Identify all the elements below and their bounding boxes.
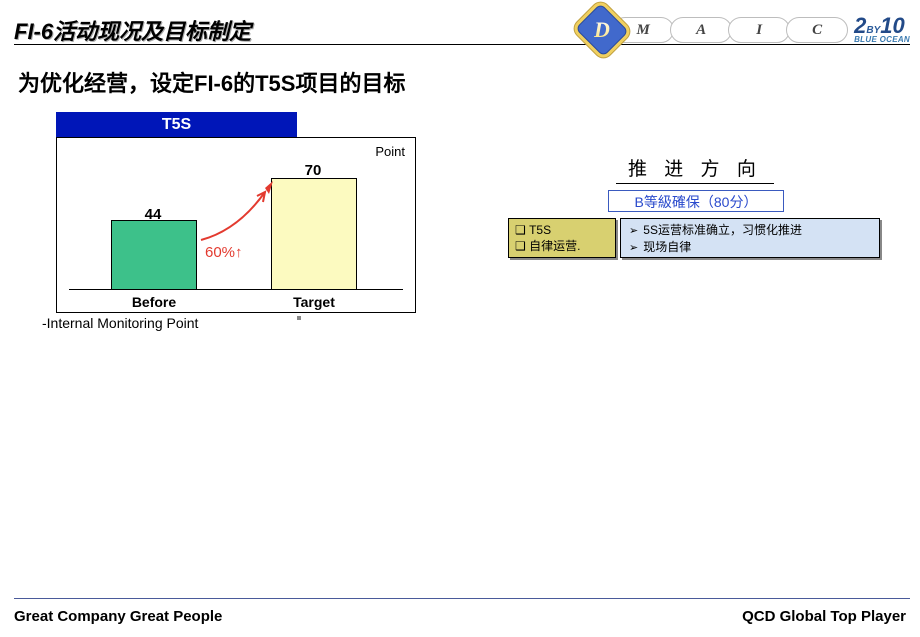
badge-a: A: [670, 17, 732, 43]
olive-box: ❑ T5S ❑ 自律运营.: [508, 218, 616, 258]
direction-title: 推 进 方 向: [616, 154, 774, 184]
blue-line-2: ➢ 现场自律: [629, 239, 871, 256]
dmaic-badges: D M A I C 2BY10 BLUE OCEAN: [582, 12, 910, 48]
bar-target: [271, 178, 357, 290]
olive-line-1: ❑ T5S: [515, 222, 609, 238]
subtitle: 为优化经营，设定FI-6的T5S项目的目标: [18, 66, 405, 98]
b-grade-box: B等級確保（80分）: [608, 190, 784, 212]
chart-container: T5S Point 44 70 60%↑ Before Target: [56, 112, 416, 313]
page-title: FI-6活动现况及目标制定: [14, 14, 251, 46]
value-label-target: 70: [273, 162, 353, 179]
change-label: 60%↑: [205, 244, 243, 261]
badge-i: I: [728, 17, 790, 43]
footer-left: Great Company Great People: [14, 608, 222, 625]
blue-box: ➢ 5S运营标准确立，习惯化推进 ➢ 现场自律: [620, 218, 880, 258]
logo: 2BY10 BLUE OCEAN: [854, 16, 910, 45]
arrow-icon: [193, 178, 283, 248]
olive-line-2: ❑ 自律运营.: [515, 238, 609, 254]
chart-baseline: [69, 289, 403, 290]
blue-line-1: ➢ 5S运营标准确立，习惯化推进: [629, 222, 871, 239]
xlabel-target: Target: [269, 294, 359, 310]
value-label-before: 44: [113, 206, 193, 223]
badge-c: C: [786, 17, 848, 43]
xlabel-before: Before: [109, 294, 199, 310]
bar-before: [111, 220, 197, 290]
footer-rule: [14, 598, 910, 599]
footer-right: QCD Global Top Player: [742, 608, 906, 625]
chart-footnote: -Internal Monitoring Point: [42, 315, 198, 331]
badge-d: D: [575, 3, 629, 57]
header-rule: [14, 44, 910, 45]
header: FI-6活动现况及目标制定 D M A I C 2BY10 BLUE OCEAN: [14, 12, 910, 48]
chart-unit-label: Point: [375, 144, 405, 159]
chart-series-label: T5S: [56, 112, 297, 138]
bar-chart: Point 44 70 60%↑ Before Target: [56, 137, 416, 313]
small-marker: [297, 316, 301, 320]
